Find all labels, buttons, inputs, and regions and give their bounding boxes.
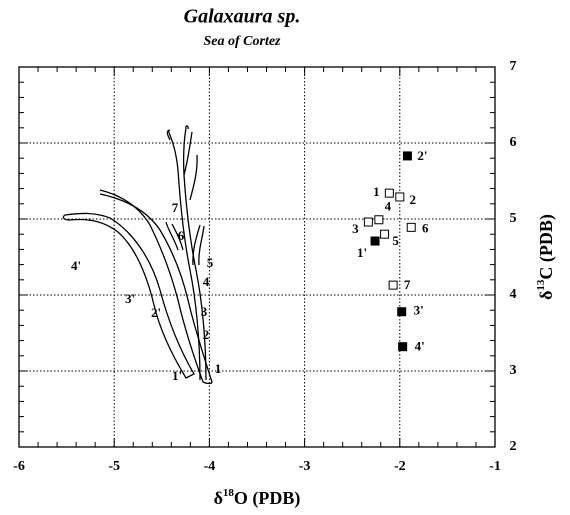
point-label: 2' — [417, 148, 427, 163]
y-tick-label: 6 — [510, 135, 517, 150]
drawing-label: 4' — [71, 258, 81, 273]
point — [406, 222, 416, 232]
drawing-label: 3 — [201, 304, 208, 319]
x-tick-label: -4 — [204, 459, 216, 474]
drawing-label: 7 — [172, 200, 179, 215]
chart-title: Galaxaura sp. — [184, 6, 301, 28]
drawing-label: 5 — [207, 255, 214, 270]
point-label: 1 — [373, 184, 380, 199]
seaweed-drawing — [62, 125, 213, 385]
x-tick-label: -2 — [394, 459, 406, 474]
point-label: 3' — [414, 303, 424, 318]
drawing-label: 2 — [203, 327, 210, 342]
y-tick-label: 3 — [510, 363, 517, 378]
y-tick-label: 7 — [510, 59, 517, 74]
point — [374, 215, 384, 225]
point-label: 4 — [385, 199, 392, 214]
point — [395, 192, 405, 202]
axis-label-part: δ — [536, 291, 556, 300]
x-axis-label: δ18O (PDB) — [214, 487, 301, 510]
y-tick-label: 4 — [510, 287, 517, 302]
point — [363, 217, 373, 227]
axis-label-superscript: 13 — [535, 279, 547, 291]
y-axis-label: δ13C (PDB) — [535, 214, 558, 300]
point — [402, 151, 412, 161]
drawing-label: 3' — [125, 291, 135, 306]
drawing-label: 2' — [151, 305, 161, 320]
point-label: 2 — [410, 192, 417, 207]
axis-label-part: δ — [214, 488, 223, 508]
plot-frame — [18, 66, 496, 448]
y-tick-label: 5 — [510, 211, 517, 226]
chart-subtitle: Sea of Cortez — [204, 34, 282, 49]
drawing-label: 6 — [178, 228, 185, 243]
x-tick-label: -5 — [108, 459, 120, 474]
drawing-label: 4 — [203, 274, 210, 289]
point-label: 6 — [422, 220, 429, 235]
point — [370, 236, 380, 246]
point — [380, 229, 390, 239]
point-label: 7 — [404, 277, 411, 292]
x-tick-label: -3 — [299, 459, 311, 474]
axis-label-part: C (PDB) — [536, 214, 557, 280]
point — [384, 188, 394, 198]
point — [397, 307, 407, 317]
point-label: 5 — [392, 233, 399, 248]
drawing-label: 1 — [215, 361, 222, 376]
x-tick-label: -6 — [13, 459, 25, 474]
axis-label-superscript: 18 — [223, 487, 235, 499]
drawing-label: 1' — [172, 368, 182, 383]
y-tick-label: 2 — [510, 439, 517, 454]
point-label: 4' — [415, 339, 425, 354]
point — [388, 280, 398, 290]
point-label: 3 — [352, 221, 359, 236]
x-tick-label: -1 — [489, 459, 501, 474]
point — [398, 342, 408, 352]
point-label: 1' — [357, 245, 367, 260]
axis-label-part: O (PDB) — [234, 488, 301, 509]
